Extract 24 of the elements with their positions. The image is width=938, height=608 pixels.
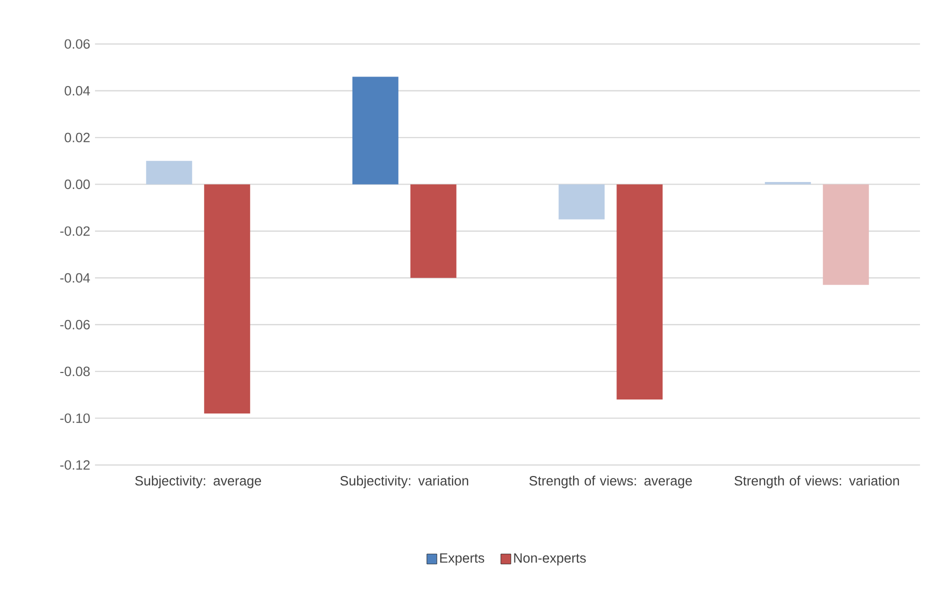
bar: [558, 184, 605, 220]
y-tick-label: -0.12: [60, 460, 90, 470]
y-tick-label: -0.02: [60, 226, 90, 236]
legend-label: Experts: [440, 553, 484, 566]
y-tick-label: -0.04: [60, 273, 90, 283]
legend-label: Non-experts: [514, 553, 586, 566]
bar: [410, 184, 456, 278]
x-tick-label: Subjectivity: variation: [340, 476, 468, 488]
x-tick-label: Strength of views: variation: [734, 476, 899, 488]
bar: [352, 76, 398, 184]
bar: [616, 184, 663, 400]
y-tick-label: 0.04: [64, 86, 90, 96]
bar: [146, 160, 192, 184]
bar: [204, 184, 250, 414]
y-tick-label: 0.00: [64, 180, 90, 190]
bar: [764, 182, 811, 184]
x-tick-label: Strength of views: average: [529, 476, 692, 488]
y-tick-label: 0.06: [64, 39, 90, 49]
y-tick-label: 0.02: [64, 132, 90, 142]
y-tick-label: -0.10: [60, 413, 90, 423]
bar: [822, 184, 869, 285]
y-tick-label: -0.08: [60, 366, 90, 376]
y-tick-label: -0.06: [60, 320, 90, 330]
x-tick-label: Subjectivity: average: [135, 476, 262, 488]
